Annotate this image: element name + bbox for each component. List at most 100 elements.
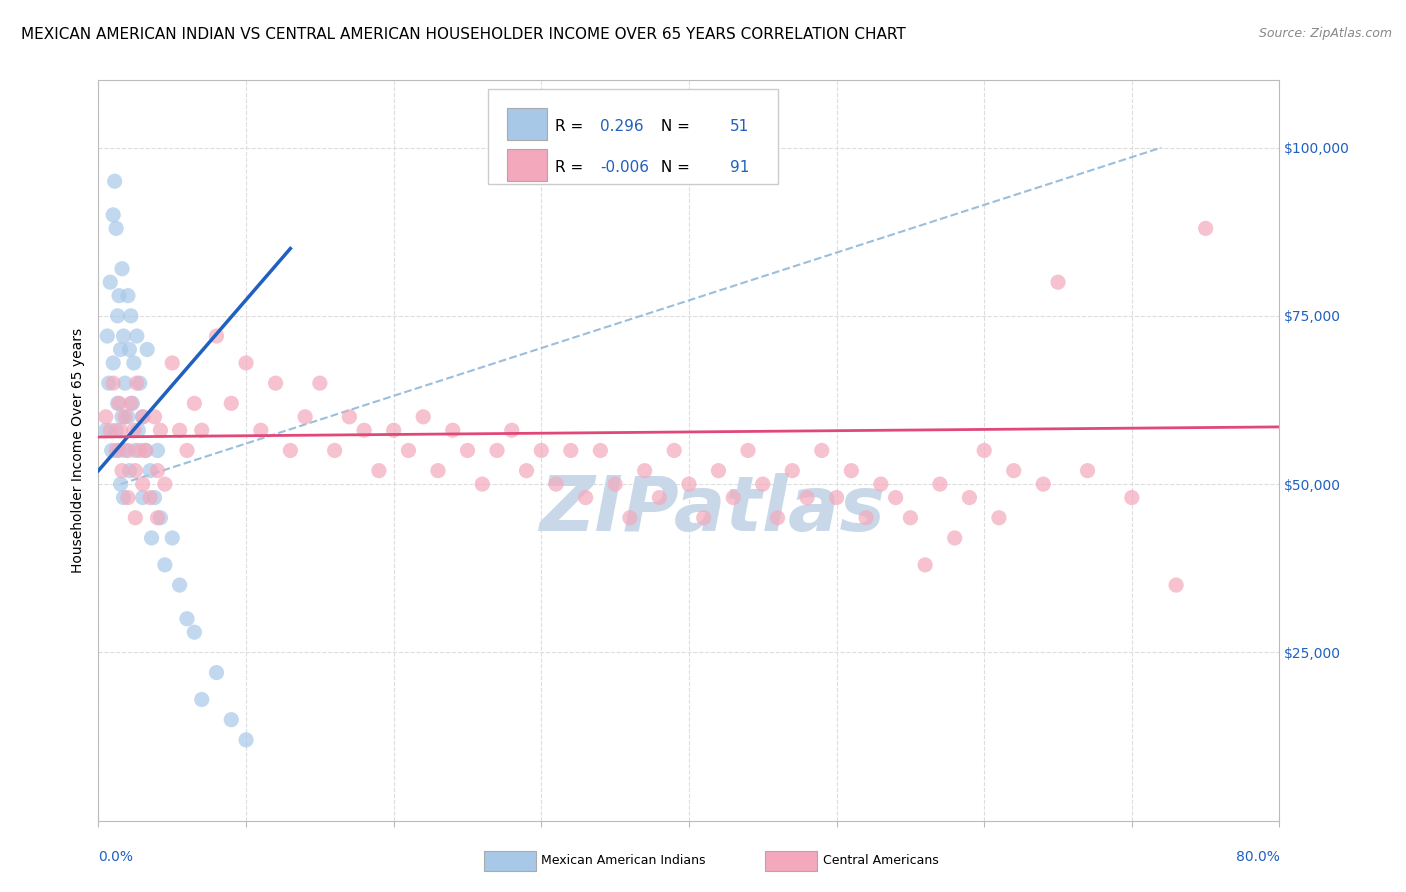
Text: 0.0%: 0.0% (98, 850, 134, 864)
Point (693, 510, 716, 524)
Point (221, 396, 243, 410)
Point (104, 174, 127, 188)
Point (117, 409, 139, 424)
Point (486, 443, 509, 458)
Point (766, 510, 789, 524)
Point (900, 510, 922, 524)
Point (1032, 477, 1054, 491)
Point (368, 464, 391, 478)
Point (110, 423, 132, 437)
Text: 0.296: 0.296 (600, 119, 644, 134)
Point (127, 423, 149, 437)
Point (111, 409, 134, 424)
Point (183, 625, 205, 640)
Point (294, 409, 316, 424)
Point (136, 343, 159, 357)
Point (110, 343, 132, 357)
Point (619, 510, 641, 524)
Point (146, 510, 169, 524)
Text: 91: 91 (730, 160, 749, 175)
Text: Source: ZipAtlas.com: Source: ZipAtlas.com (1258, 27, 1392, 40)
Point (457, 443, 479, 458)
Point (191, 692, 214, 706)
Point (103, 376, 125, 391)
Point (132, 409, 155, 424)
Point (117, 288, 139, 302)
Point (427, 464, 450, 478)
Point (176, 612, 198, 626)
Point (112, 329, 135, 343)
Point (139, 464, 162, 478)
Point (353, 423, 375, 437)
Point (96, 329, 118, 343)
Point (1121, 491, 1143, 505)
Point (111, 464, 134, 478)
Y-axis label: Householder Income Over 65 years: Householder Income Over 65 years (72, 328, 86, 573)
Point (884, 491, 907, 505)
Point (959, 491, 981, 505)
Point (146, 464, 169, 478)
Point (118, 464, 141, 478)
Point (169, 578, 191, 592)
Point (264, 376, 287, 391)
Point (117, 491, 139, 505)
Point (94, 423, 117, 437)
Point (737, 443, 759, 458)
Point (841, 464, 863, 478)
Point (108, 443, 131, 458)
Point (100, 443, 122, 458)
Point (678, 477, 700, 491)
Point (97, 376, 120, 391)
Point (811, 443, 834, 458)
Point (120, 309, 142, 323)
Point (707, 464, 730, 478)
Point (117, 443, 139, 458)
Point (114, 376, 136, 391)
Point (870, 477, 893, 491)
Point (176, 443, 198, 458)
Point (135, 443, 157, 458)
Point (501, 423, 523, 437)
Point (914, 558, 936, 572)
Point (122, 356, 145, 370)
Point (323, 443, 346, 458)
Point (855, 510, 877, 524)
Text: R =: R = (555, 119, 589, 134)
Point (118, 343, 141, 357)
Point (108, 288, 131, 302)
Point (143, 491, 166, 505)
Point (128, 443, 150, 458)
Point (114, 409, 136, 424)
Point (162, 531, 183, 545)
Point (94, 409, 117, 424)
Point (280, 443, 302, 458)
Point (107, 396, 129, 410)
Point (149, 423, 172, 437)
Point (153, 477, 176, 491)
Text: N =: N = (655, 160, 695, 175)
FancyBboxPatch shape (488, 89, 778, 184)
Point (560, 443, 582, 458)
Text: Mexican American Indians: Mexican American Indians (541, 855, 706, 867)
Point (183, 396, 205, 410)
Point (648, 491, 671, 505)
Point (309, 376, 332, 391)
Point (723, 491, 745, 505)
Point (1002, 464, 1025, 478)
Point (120, 396, 142, 410)
Point (1166, 578, 1188, 592)
Point (98, 423, 121, 437)
Point (124, 464, 146, 478)
Text: 51: 51 (730, 119, 749, 134)
Point (122, 423, 145, 437)
Point (143, 409, 166, 424)
Text: ZIPatlas: ZIPatlas (540, 473, 886, 547)
Point (135, 443, 157, 458)
Point (1047, 275, 1070, 289)
Point (825, 491, 848, 505)
Point (105, 221, 128, 235)
Point (111, 261, 134, 276)
Point (382, 423, 405, 437)
Point (796, 491, 818, 505)
Point (114, 443, 136, 458)
